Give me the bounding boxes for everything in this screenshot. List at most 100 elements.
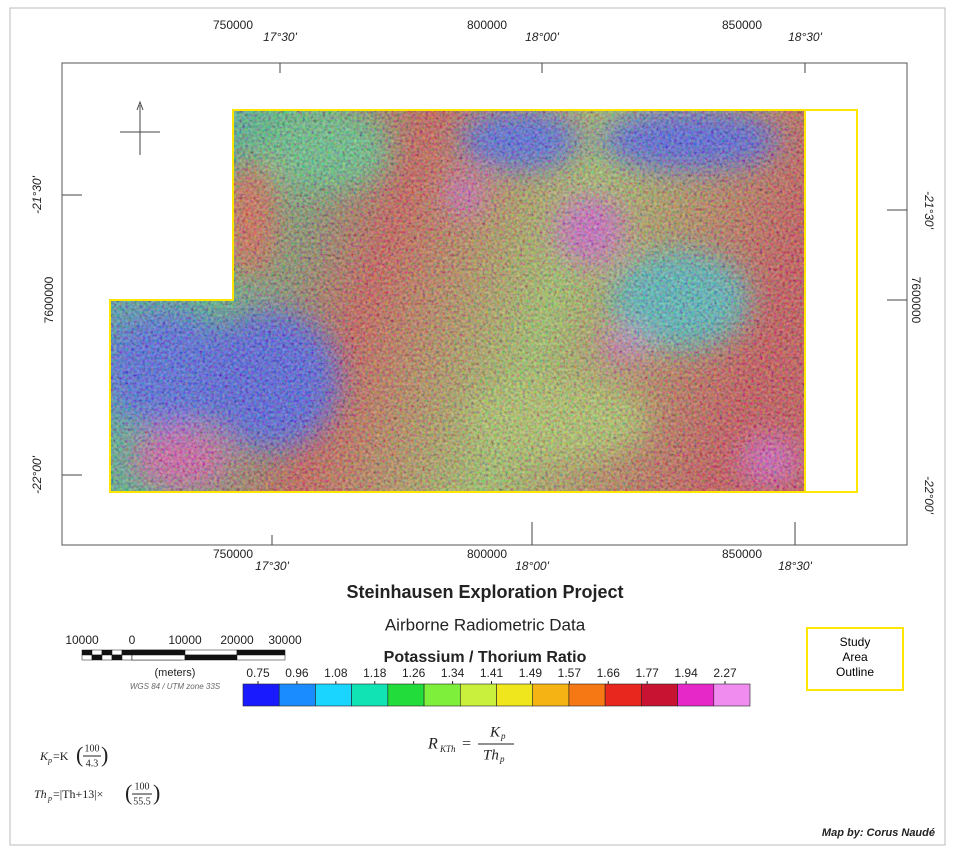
formula-part: 4.3 [86, 758, 99, 769]
study-area-text: Area [842, 650, 868, 664]
scale-segment [82, 650, 92, 655]
scale-segment [82, 655, 92, 660]
formula-part: p [47, 794, 52, 803]
colorbar-label: 1.08 [324, 666, 348, 680]
title: Steinhausen Exploration Project [346, 582, 623, 602]
credit: Map by: Corus Naudé [822, 827, 935, 839]
scale-segment [185, 650, 237, 655]
colorbar-cell [641, 684, 677, 706]
utm-label: 7600000 [42, 276, 56, 323]
colorbar-cell [678, 684, 714, 706]
projection: WGS 84 / UTM zone 33S [130, 682, 221, 691]
colorbar-cell [352, 684, 388, 706]
scale-segment [132, 655, 185, 660]
colorbar-cell [315, 684, 351, 706]
scale-label: 0 [129, 633, 136, 647]
deg-label: 18°30' [788, 30, 822, 44]
deg-label: 17°30' [263, 30, 297, 44]
scale-bar: 10000 0 10000 20000 30000 [65, 633, 302, 660]
colorbar-label: 0.96 [285, 666, 309, 680]
utm-label: 750000 [213, 18, 253, 32]
formula-part: R [427, 736, 438, 753]
deg-label: 18°00' [515, 559, 549, 573]
colorbar-label: 1.18 [363, 666, 387, 680]
colorbar-label: 1.77 [635, 666, 659, 680]
scale-segment [102, 650, 112, 655]
deg-label: 17°30' [255, 559, 289, 573]
colorbar-cell [424, 684, 460, 706]
formula-part: 100 [135, 781, 150, 792]
formula-part: KTh [439, 744, 456, 754]
formula-part: =K [53, 749, 69, 763]
utm-label: 800000 [467, 18, 507, 32]
scale-label: 10000 [168, 633, 202, 647]
scale-unit: (meters) [155, 667, 196, 679]
paren: ( [125, 780, 132, 805]
utm-label: 800000 [467, 547, 507, 561]
study-area-text: Outline [836, 665, 874, 679]
formula-part: = [462, 736, 471, 753]
colorbar-label: 2.27 [713, 666, 737, 680]
colorbar-cell [605, 684, 641, 706]
formula-part: p [500, 731, 506, 741]
north-arrow [120, 102, 160, 155]
deg-label: -21°30' [30, 175, 44, 213]
colorbar-cell [714, 684, 750, 706]
colorbar-label: 1.94 [674, 666, 698, 680]
formula-part: 100 [85, 743, 100, 754]
subtitle: Airborne Radiometric Data [385, 615, 586, 634]
scale-segment [92, 650, 102, 655]
formula-part: Th [34, 787, 47, 801]
kp-formula: K p =K ( 100 4.3 ) Th p =|Th+13|× ( 100 … [34, 742, 160, 807]
scale-segment [92, 655, 102, 660]
colorbar-label: 1.57 [558, 666, 582, 680]
colorbar-label: 1.34 [441, 666, 465, 680]
colorbar-cell [533, 684, 569, 706]
paren: ( [76, 742, 83, 767]
colorbar-cell [279, 684, 315, 706]
formula-part: p [47, 756, 52, 765]
scale-segment [185, 655, 237, 660]
formula-part: =|Th+13|× [53, 787, 103, 801]
product: Potassium / Thorium Ratio [384, 649, 587, 666]
deg-label: -22°00' [922, 476, 936, 514]
formula-part: Th [483, 747, 499, 763]
colorbar-cell [497, 684, 533, 706]
scale-segment [122, 655, 132, 660]
colorbar-label: 1.26 [402, 666, 426, 680]
colorbar-label: 1.66 [597, 666, 621, 680]
ratio-formula: R KTh = K p Th p [427, 724, 514, 764]
scale-segment [112, 650, 122, 655]
utm-label: 750000 [213, 547, 253, 561]
map-canvas: 750000 800000 850000 17°30' 18°00' 18°30… [0, 0, 955, 848]
scale-label: 30000 [268, 633, 302, 647]
formula-part: K [489, 724, 501, 740]
scale-segment [237, 650, 285, 655]
utm-label: 850000 [722, 18, 762, 32]
colorbar: 0.75 0.96 1.08 1.18 1.26 1.34 1.41 1.49 1.57 1.66… [243, 666, 750, 706]
colorbar-cell [243, 684, 279, 706]
colorbar-cell [460, 684, 496, 706]
scale-segment [132, 650, 185, 655]
utm-label: 7600000 [909, 277, 923, 324]
formula-part: p [499, 754, 505, 764]
scale-segment [122, 650, 132, 655]
colorbar-cell [388, 684, 424, 706]
study-area-text: Study [840, 635, 871, 649]
colorbar-label: 1.41 [480, 666, 504, 680]
scale-segment [112, 655, 122, 660]
paren: ) [153, 780, 160, 805]
scale-label: 10000 [65, 633, 99, 647]
deg-label: 18°30' [778, 559, 812, 573]
deg-label: -22°00' [30, 455, 44, 493]
utm-label: 850000 [722, 547, 762, 561]
map-page: 750000 800000 850000 17°30' 18°00' 18°30… [0, 0, 955, 848]
colorbar-label: 0.75 [246, 666, 270, 680]
deg-label: -21°30' [922, 191, 936, 229]
formula-part: 55.5 [133, 796, 151, 807]
colorbar-label: 1.49 [519, 666, 543, 680]
scale-label: 20000 [220, 633, 254, 647]
colorbar-cell [569, 684, 605, 706]
deg-label: 18°00' [525, 30, 559, 44]
scale-segment [102, 655, 112, 660]
